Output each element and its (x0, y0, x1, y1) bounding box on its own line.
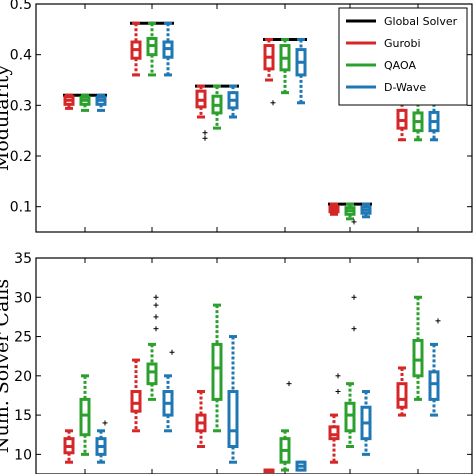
solver-calls-ytick-label: 10 (14, 447, 32, 463)
solver-calls-ytick-label: 25 (14, 330, 32, 346)
modularity-plot-frame (35, 3, 473, 233)
legend-label: D-Wave (384, 81, 426, 94)
legend-label: Gurobi (384, 37, 421, 50)
qaoa-box (146, 362, 158, 386)
d-wave-box (227, 390, 239, 449)
modularity-ytick-label: 0.4 (10, 48, 32, 64)
gurobi-box (396, 382, 408, 409)
qaoa-box (211, 342, 223, 401)
solver-calls-axis-label: Num. Solver Calls (0, 279, 13, 453)
solver-calls-ytick-label: 20 (14, 369, 32, 385)
solver-calls-ytick-label: 35 (14, 251, 32, 267)
modularity-ytick-label: 0.3 (10, 98, 32, 114)
gurobi-box (328, 425, 340, 441)
legend: Global Solver Gurobi QAOA D-Wave (338, 7, 468, 106)
legend-label: Global Solver (384, 15, 458, 28)
qaoa-box (344, 401, 356, 433)
modularity-ytick-label: 0.5 (10, 0, 32, 13)
solver-calls-ytick-label: 30 (14, 290, 32, 306)
modularity-ytick-label: 0.2 (10, 149, 32, 165)
solver-calls-plot-frame (35, 257, 473, 474)
legend-frame (338, 7, 468, 106)
modularity-ytick-label: 0.1 (10, 200, 32, 216)
modularity-axis-label: Modularity (0, 65, 13, 171)
qaoa-box (79, 397, 91, 437)
d-wave-box (428, 370, 440, 401)
solver-calls-ytick-label: 15 (14, 408, 32, 424)
legend-label: QAOA (384, 59, 416, 72)
qaoa-box (412, 338, 424, 378)
gurobi-box (130, 390, 142, 413)
